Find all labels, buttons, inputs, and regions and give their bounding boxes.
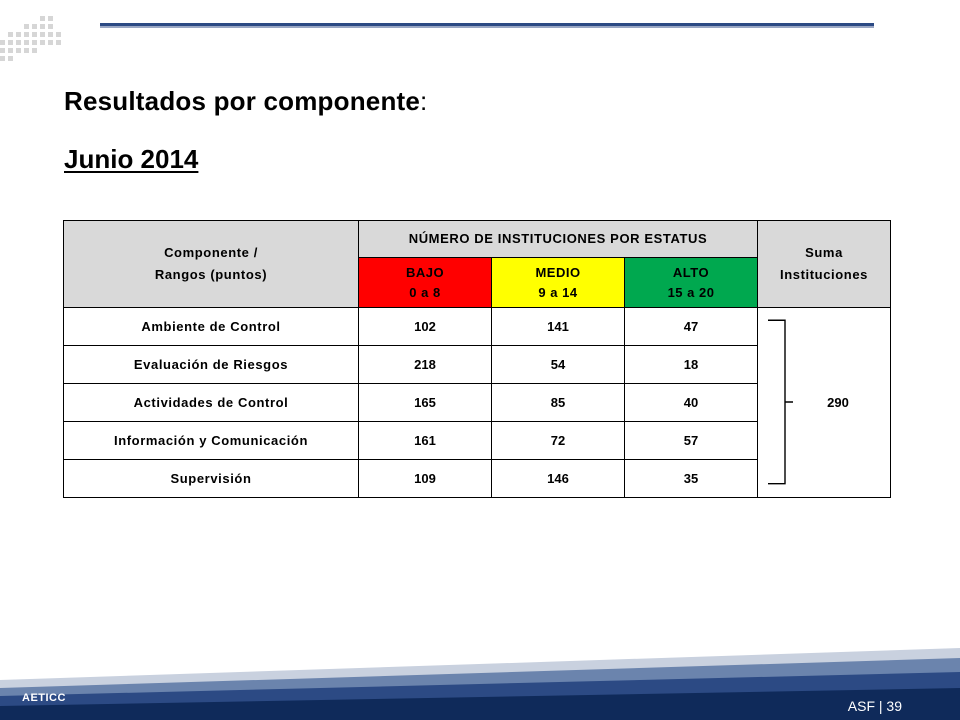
header-sum: Suma Instituciones — [757, 220, 892, 308]
table-row: Información y Comunicación 161 72 57 — [63, 421, 891, 460]
band-medio-label: MEDIO — [535, 264, 581, 280]
alto-count: 18 — [623, 345, 759, 384]
medio-count: 146 — [491, 459, 625, 498]
sum-cell: 290 — [757, 307, 892, 498]
bajo-count: 161 — [358, 421, 492, 460]
bajo-count: 165 — [358, 383, 492, 422]
table-row: Ambiente de Control 102 141 47 290 — [63, 307, 892, 498]
slide-subtitle: Junio 2014 — [64, 144, 199, 174]
bajo-count: 109 — [358, 459, 492, 498]
alto-count: 47 — [623, 307, 759, 346]
table-row: Evaluación de Riesgos 218 54 18 — [63, 345, 891, 384]
component-name: Supervisión — [63, 459, 359, 498]
alto-count: 57 — [623, 421, 759, 460]
medio-count: 85 — [491, 383, 625, 422]
alto-count: 35 — [623, 459, 759, 498]
header-component: Componente / Rangos (puntos) — [63, 220, 359, 308]
medio-count: 54 — [491, 345, 625, 384]
bajo-count: 102 — [358, 307, 492, 346]
table-row: Supervisión 109 146 35 — [63, 459, 891, 498]
header-status: NÚMERO DE INSTITUCIONES POR ESTATUS — [357, 220, 759, 258]
band-bajo-label: BAJO — [405, 264, 445, 280]
band-alto-label: ALTO — [672, 264, 710, 280]
results-table: Componente / Rangos (puntos) NÚMERO DE I… — [63, 220, 892, 498]
alto-count: 40 — [623, 383, 759, 422]
bajo-count: 218 — [358, 345, 492, 384]
header-sum-line1: Suma — [805, 245, 843, 260]
slide-title: Resultados por componente: — [64, 86, 427, 117]
right-brace-icon — [768, 319, 794, 485]
component-name: Actividades de Control — [63, 383, 359, 422]
band-alto: ALTO 15 a 20 — [623, 257, 759, 308]
band-medio: MEDIO 9 a 14 — [491, 257, 625, 308]
slide-title-text: Resultados por componente — [64, 86, 421, 116]
band-bajo-range: 0 a 8 — [409, 284, 441, 300]
footer-org-label: AETICC — [22, 692, 66, 704]
slide-title-colon: : — [420, 86, 428, 116]
header-component-line2: Rangos (puntos) — [154, 267, 268, 282]
medio-count: 141 — [491, 307, 625, 346]
header-rule — [100, 23, 874, 29]
header-component-line1: Componente / — [164, 245, 258, 260]
band-alto-range: 15 a 20 — [667, 284, 715, 300]
decorative-dot-grid — [0, 16, 61, 61]
sum-total: 290 — [827, 395, 849, 410]
header-sum-line2: Instituciones — [780, 267, 868, 282]
component-name: Información y Comunicación — [63, 421, 359, 460]
band-medio-range: 9 a 14 — [538, 284, 578, 300]
footer-page-label: ASF | 39 — [847, 698, 902, 714]
medio-count: 72 — [491, 421, 625, 460]
component-name: Evaluación de Riesgos — [63, 345, 359, 384]
band-bajo: BAJO 0 a 8 — [358, 257, 492, 308]
component-name: Ambiente de Control — [63, 307, 359, 346]
footer-band — [0, 642, 960, 720]
